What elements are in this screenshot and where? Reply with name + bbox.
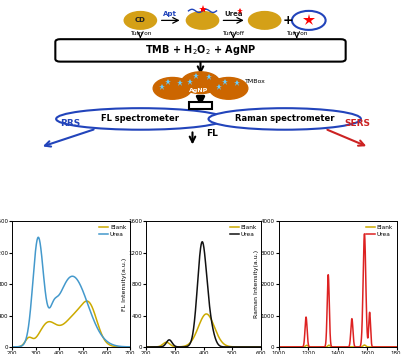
Urea [258,345,263,349]
Urea [276,345,281,349]
Urea [211,326,215,331]
Blank [258,345,263,349]
Text: Urea: Urea [224,11,243,17]
Urea [128,345,133,349]
Circle shape [124,11,157,30]
Text: Turn off: Turn off [223,31,244,36]
Line: Blank: Blank [279,345,397,347]
Blank [337,345,342,349]
Ellipse shape [209,108,361,130]
Blank [362,343,367,347]
Circle shape [186,11,219,30]
FancyBboxPatch shape [55,39,346,62]
Urea [387,345,392,349]
Urea [151,345,156,349]
Urea [102,337,107,341]
Blank [231,345,236,349]
Blank [213,329,218,333]
Urea [362,232,367,236]
Circle shape [292,11,326,30]
Urea [231,345,236,349]
Line: Blank: Blank [12,301,130,347]
Blank [330,345,334,349]
Urea [243,345,247,349]
Text: Raman spectrometer: Raman spectrometer [235,114,334,124]
Blank [217,336,222,340]
Y-axis label: Raman Intensity(a.u.): Raman Intensity(a.u.) [254,250,259,318]
Urea [91,317,96,321]
Text: SERS: SERS [344,119,370,128]
Text: TMBox: TMBox [245,79,265,84]
Urea [200,240,205,244]
Legend: Blank, Urea: Blank, Urea [229,224,258,238]
Blank [128,345,133,349]
Legend: Blank, Urea: Blank, Urea [365,224,394,238]
Ellipse shape [56,108,225,130]
Blank [85,299,89,303]
Urea [298,345,302,349]
Urea [217,343,222,348]
Line: Urea: Urea [12,237,130,347]
Blank [211,321,215,325]
Blank [62,321,67,326]
Text: CD: CD [135,17,146,23]
Circle shape [209,78,248,99]
Urea [279,345,284,349]
Blank [102,337,107,342]
Blank [243,345,247,349]
Blank [298,345,302,349]
Circle shape [181,72,220,93]
Urea [213,338,218,342]
Blank [204,312,209,316]
Urea [330,345,334,349]
Urea [144,345,149,349]
Blank [10,345,14,349]
Text: RRS: RRS [60,119,80,128]
Line: Urea: Urea [279,234,397,347]
Urea [104,339,109,343]
Text: Apt: Apt [164,11,177,17]
Text: FL spectrometer: FL spectrometer [101,114,179,124]
Circle shape [248,11,282,30]
Blank [104,340,109,344]
Blank [387,345,392,349]
Text: Turn on: Turn on [286,31,308,36]
Urea [337,345,342,349]
Text: +: + [283,14,293,27]
Line: Urea: Urea [146,242,261,347]
Urea [22,341,26,346]
Text: TMB + H$_2$O$_2$ + AgNP: TMB + H$_2$O$_2$ + AgNP [145,44,256,57]
Blank [395,345,399,349]
Legend: Blank, Urea: Blank, Urea [98,224,128,238]
Blank [22,341,26,345]
Urea [10,345,14,349]
Blank [144,345,149,349]
Line: Blank: Blank [146,314,261,347]
Urea [36,235,41,239]
Blank [358,345,363,349]
Blank [91,308,96,312]
Blank [279,345,284,349]
Urea [395,345,399,349]
Text: FL: FL [207,129,219,138]
Text: AgNP: AgNP [189,88,208,93]
FancyBboxPatch shape [189,102,212,109]
Blank [57,323,62,327]
Urea [62,283,67,287]
Urea [358,344,363,348]
Blank [151,345,156,349]
Circle shape [153,78,192,99]
Blank [276,345,281,349]
Text: Turn on: Turn on [130,31,151,36]
Urea [58,291,63,296]
Y-axis label: FL Intensity(a.u.): FL Intensity(a.u.) [122,257,127,311]
